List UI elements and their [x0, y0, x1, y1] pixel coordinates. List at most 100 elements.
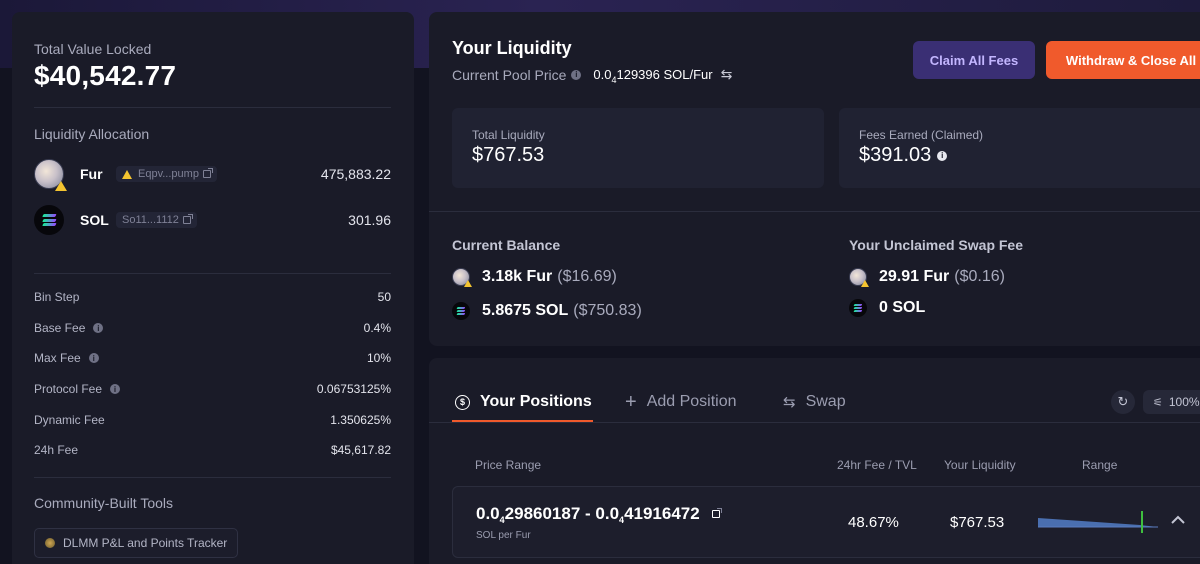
column-header: Range	[1082, 458, 1118, 472]
external-link-icon[interactable]	[711, 508, 722, 518]
tab-swap[interactable]: ⇆ Swap	[783, 390, 846, 414]
fee-label: Base Fee	[34, 321, 86, 335]
fee-row-24h-fee: 24h Fee $45,617.82	[34, 443, 391, 457]
active-tab-indicator	[452, 420, 593, 422]
token-address-link[interactable]: So11...1112	[116, 212, 197, 228]
refresh-icon: ↻	[1117, 394, 1129, 409]
unclaimed-amount: 0 SOL	[879, 299, 926, 316]
range-unit: SOL per Fur	[476, 530, 531, 541]
slippage-value: 100%	[1168, 395, 1200, 409]
current-balance-title: Current Balance	[452, 237, 561, 253]
pool-price-label: Current Pool Price	[452, 66, 567, 83]
fee-row-base-fee: Base Fee i 0.4%	[34, 321, 391, 335]
token-name: SOL	[80, 212, 109, 228]
tracker-logo-icon	[45, 538, 55, 548]
fee-value: 0.4%	[363, 321, 391, 335]
swap-icon: ⇆	[783, 394, 796, 411]
column-header: Your Liquidity	[944, 458, 1016, 472]
tab-label: Swap	[805, 393, 846, 410]
range-distribution-chart	[1038, 511, 1158, 533]
dollar-icon: $	[455, 394, 470, 410]
balance-amount: 5.8675 SOL	[482, 302, 569, 319]
tvl-label: Total Value Locked	[34, 41, 152, 57]
fur-token-icon	[849, 268, 869, 287]
fee-value: 1.350625%	[330, 413, 391, 427]
swap-direction-icon[interactable]: ⇆	[720, 66, 733, 82]
liquidity-title: Your Liquidity	[452, 38, 572, 58]
address-text: So11...1112	[122, 214, 179, 226]
claim-all-fees-button[interactable]: Claim All Fees	[913, 41, 1035, 79]
tool-label: DLMM P&L and Points Tracker	[63, 536, 228, 550]
sol-token-icon	[849, 299, 867, 317]
settings-sliders-icon: ⚟	[1153, 396, 1163, 409]
token-amount: 475,883.22	[320, 166, 391, 182]
slippage-settings-button[interactable]: ⚟ 100%	[1143, 390, 1200, 414]
fur-token-icon	[452, 268, 472, 287]
sol-token-icon	[452, 302, 470, 320]
unclaimed-row-sol: 0 SOL	[849, 299, 925, 317]
balance-usd: ($16.69)	[557, 268, 617, 285]
balance-row-sol: 5.8675 SOL ($750.83)	[452, 302, 642, 320]
withdraw-close-all-button[interactable]: Withdraw & Close All	[1046, 41, 1200, 79]
external-link-icon	[202, 168, 213, 178]
info-icon[interactable]: i	[937, 150, 948, 161]
position-fee-tvl: 48.67%	[848, 514, 899, 531]
divider	[34, 107, 391, 108]
chevron-up-icon[interactable]	[1170, 512, 1186, 528]
unclaimed-fee-title: Your Unclaimed Swap Fee	[849, 237, 1024, 253]
balance-amount: 3.18k Fur	[482, 268, 553, 285]
info-icon[interactable]: i	[93, 323, 104, 333]
pool-price-row: Current Pool Price i 0.04129396 SOL/Fur …	[452, 66, 733, 85]
fee-value: 0.06753125%	[316, 382, 391, 396]
fee-label: Protocol Fee	[34, 382, 103, 396]
warning-icon	[122, 169, 132, 179]
info-icon[interactable]: i	[88, 353, 99, 363]
position-price-range: 0.0429860187 - 0.0441916472	[476, 504, 722, 525]
tvl-value: $40,542.77	[34, 60, 177, 91]
pool-info-panel	[12, 12, 414, 564]
fee-label: Dynamic Fee	[34, 413, 105, 427]
fees-earned-box: Fees Earned (Claimed) $391.03 i	[839, 108, 1200, 188]
token-row-fur: Fur Eqpv...pump 475,883.22	[34, 158, 391, 191]
fee-row-dynamic-fee: Dynamic Fee 1.350625%	[34, 413, 391, 427]
tab-add-position[interactable]: + Add Position	[625, 390, 737, 414]
sol-token-icon	[34, 205, 64, 235]
info-icon[interactable]: i	[571, 69, 582, 80]
unclaimed-usd: ($0.16)	[954, 268, 1005, 285]
tool-link[interactable]: DLMM P&L and Points Tracker	[34, 528, 239, 558]
warning-icon	[55, 181, 67, 191]
plus-icon: +	[625, 391, 637, 413]
fee-row-bin-step: Bin Step 50	[34, 290, 391, 304]
fee-value: 50	[377, 290, 391, 304]
fee-value: 10%	[366, 351, 391, 365]
divider	[429, 211, 1200, 212]
external-link-icon	[182, 214, 193, 224]
tools-title: Community-Built Tools	[34, 495, 174, 511]
divider	[34, 477, 391, 478]
token-row-sol: SOL So11...1112 301.96	[34, 204, 391, 236]
divider	[429, 422, 1200, 423]
column-header: 24hr Fee / TVL	[837, 458, 917, 472]
unclaimed-row-fur: 29.91 Fur ($0.16)	[849, 268, 1005, 287]
tab-label: Your Positions	[480, 393, 592, 410]
stat-value: $391.03 i	[859, 144, 948, 167]
refresh-button[interactable]: ↻	[1111, 390, 1135, 414]
token-address-link[interactable]: Eqpv...pump	[116, 166, 217, 182]
balance-row-fur: 3.18k Fur ($16.69)	[452, 268, 617, 287]
fee-row-max-fee: Max Fee i 10%	[34, 351, 391, 365]
position-liquidity: $767.53	[950, 514, 1005, 531]
token-name: Fur	[80, 166, 103, 182]
balance-usd: ($750.83)	[573, 302, 642, 319]
fee-label: Max Fee	[34, 351, 81, 365]
info-icon[interactable]: i	[110, 384, 121, 394]
liquidity-distribution-shape	[1038, 518, 1158, 527]
fee-label: 24h Fee	[34, 443, 79, 457]
tab-label: Add Position	[646, 393, 737, 410]
address-text: Eqpv...pump	[138, 168, 199, 180]
unclaimed-amount: 29.91 Fur	[879, 268, 950, 285]
stat-value: $767.53	[472, 144, 545, 166]
tab-your-positions[interactable]: $ Your Positions	[455, 390, 592, 414]
divider	[34, 273, 391, 274]
fee-value: $45,617.82	[330, 443, 391, 457]
total-liquidity-box: Total Liquidity $767.53	[452, 108, 824, 188]
